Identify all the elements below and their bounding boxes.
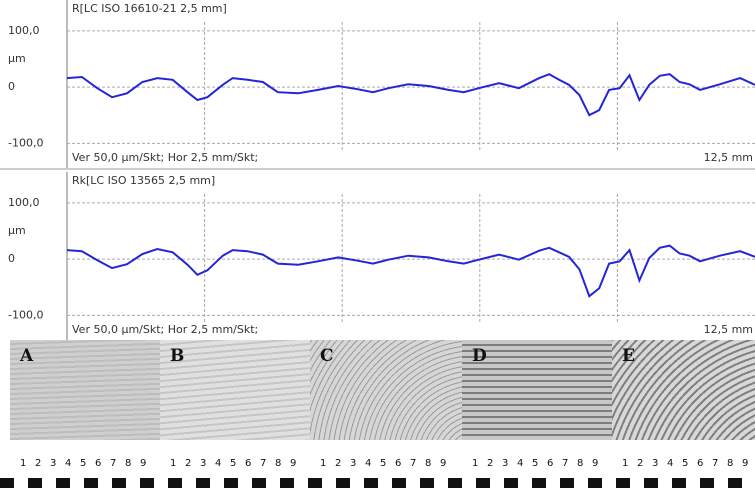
profile-line [66,244,755,298]
y-tick-label: 0 [8,252,15,265]
ruler-number: 5 [532,458,539,469]
ruler-number: 8 [577,458,584,469]
y-tick-label: -100,0 [8,136,43,149]
ruler-number: 8 [125,458,132,469]
ruler-number: 8 [425,458,432,469]
ruler-number: 1 [472,458,479,469]
ruler-number: 4 [517,458,524,469]
ruler-number: 8 [727,458,734,469]
ruler-number: 6 [697,458,704,469]
chart-title: R[LC ISO 16610-21 2,5 mm] [72,2,227,15]
panel-label: C [320,346,334,366]
chart-title: Rk[LC ISO 13565 2,5 mm] [72,174,215,187]
y-tick-label: 100,0 [8,24,40,37]
y-tick-label: -100,0 [8,308,43,321]
ruler-number: 3 [350,458,357,469]
ruler-number: 7 [410,458,417,469]
ruler-number: 6 [395,458,402,469]
ruler-number: 1 [320,458,327,469]
ruler-number: 1 [20,458,27,469]
footer-left: Ver 50,0 µm/Skt; Hor 2,5 mm/Skt; [72,323,258,336]
ruler-number: 3 [652,458,659,469]
surface-photo [612,340,755,440]
ruler-number: 3 [200,458,207,469]
surface-photo [462,340,612,440]
surface-photo [10,340,160,440]
ruler-number: 9 [140,458,147,469]
ruler-number: 5 [682,458,689,469]
footer-right: 12,5 mm [704,151,753,164]
ruler-number: 2 [35,458,42,469]
ruler-scale-bar [0,478,755,488]
ruler-number: 4 [215,458,222,469]
y-tick-label: 0 [8,80,15,93]
panel-label: A [20,346,34,366]
ruler-number: 9 [290,458,297,469]
ruler-number: 8 [275,458,282,469]
ruler-number: 2 [637,458,644,469]
y-axis-label: µm [8,224,26,237]
surface-photo [160,340,310,440]
ruler-number: 4 [667,458,674,469]
ruler-number: 6 [95,458,102,469]
ruler-number: 2 [487,458,494,469]
ruler-number: 5 [230,458,237,469]
ruler-number: 6 [547,458,554,469]
surface-photo [310,340,462,440]
ruler-number: 5 [80,458,87,469]
ruler-number: 9 [592,458,599,469]
panel-label: B [170,346,185,366]
ruler-number: 4 [65,458,72,469]
ruler-number: 7 [712,458,719,469]
panel-label: D [472,346,487,366]
ruler-number: 9 [742,458,749,469]
panel-label: E [622,346,635,366]
y-tick-label: 100,0 [8,196,40,209]
ruler-number: 1 [170,458,177,469]
ruler-number: 1 [622,458,629,469]
y-axis-label: µm [8,52,26,65]
ruler-number: 6 [245,458,252,469]
footer-right: 12,5 mm [704,323,753,336]
profile-line [66,73,755,117]
ruler-number: 7 [260,458,267,469]
profile-charts: R[LC ISO 16610-21 2,5 mm] 100,0 0 -100,0 µm V… [0,0,755,340]
ruler-number: 4 [365,458,372,469]
ruler-number: 2 [185,458,192,469]
ruler-number: 7 [562,458,569,469]
ruler-number: 2 [335,458,342,469]
ruler-number: 3 [502,458,509,469]
ruler-number: 3 [50,458,57,469]
footer-left: Ver 50,0 µm/Skt; Hor 2,5 mm/Skt; [72,151,258,164]
ruler-number: 9 [440,458,447,469]
ruler-number: 7 [110,458,117,469]
ruler-number: 5 [380,458,387,469]
